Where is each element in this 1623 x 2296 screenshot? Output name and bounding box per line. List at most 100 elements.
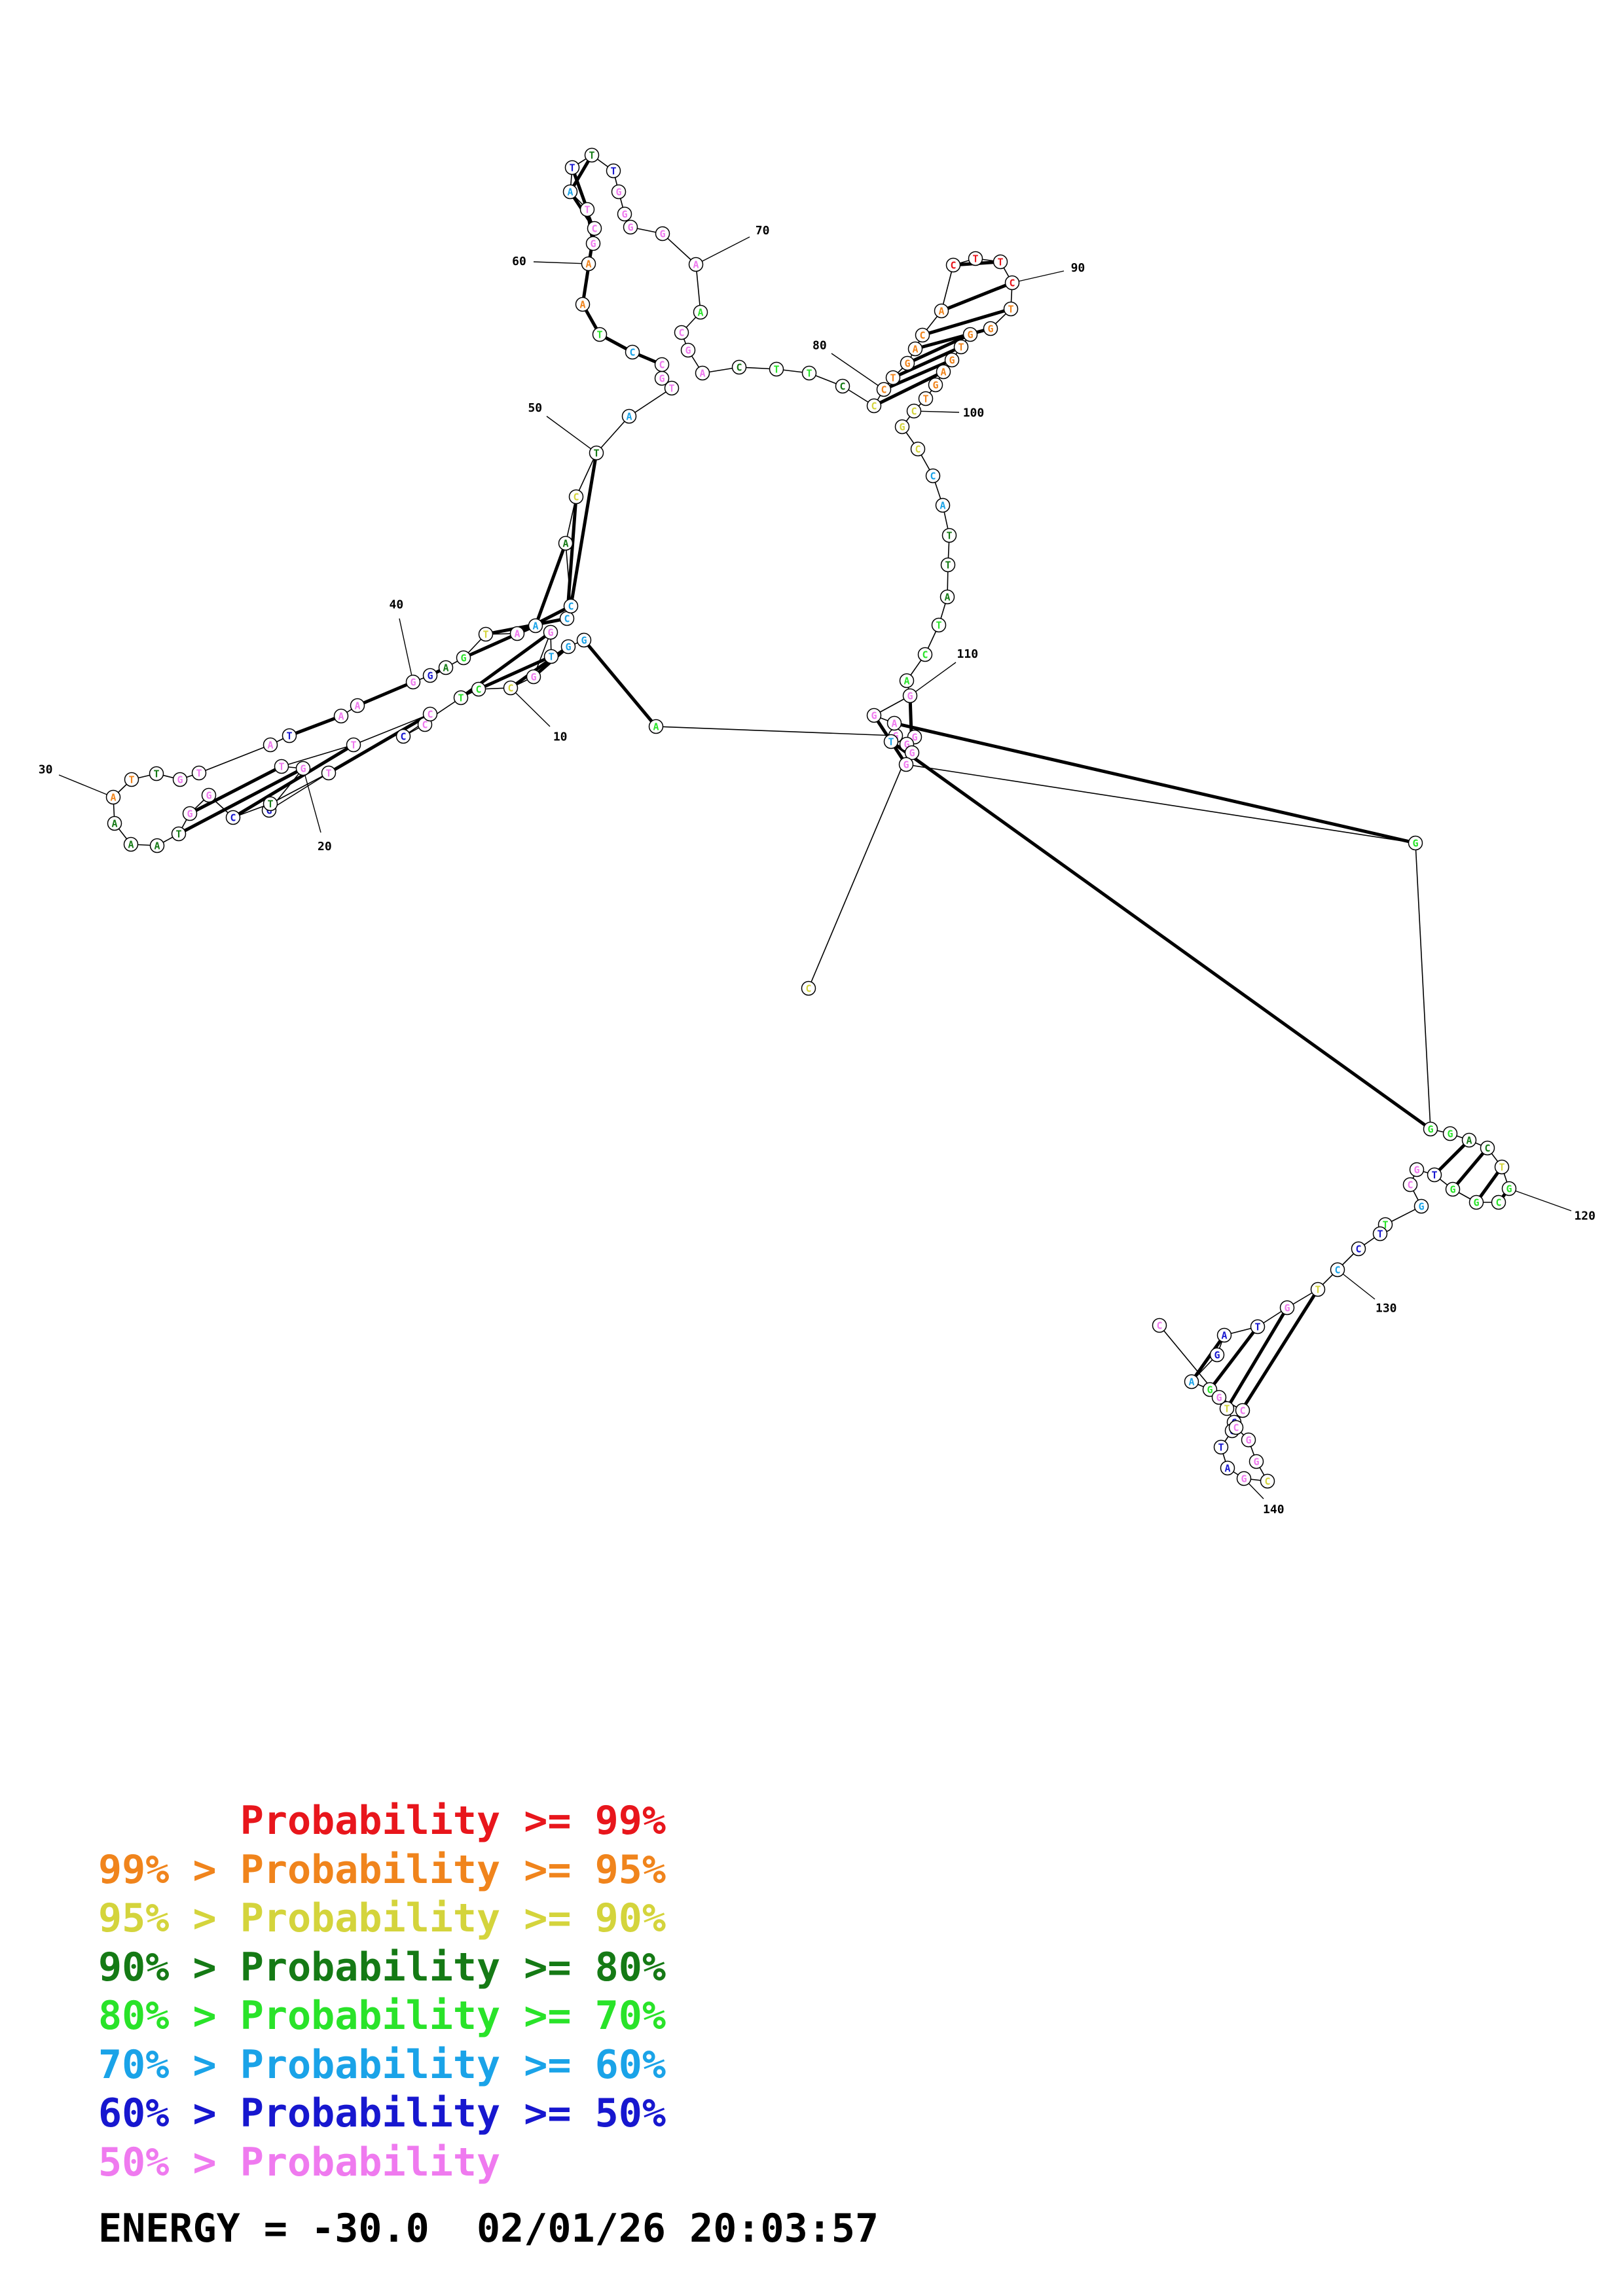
nucleotide-83: A (907, 341, 923, 357)
nucleotide-base: G (581, 635, 587, 647)
nucleotide-circle (936, 364, 951, 380)
backbone-segment (695, 264, 701, 313)
nucleotide-base: C (573, 492, 579, 503)
nucleotide-circle (1461, 1132, 1477, 1148)
nucleotide-base: A (1188, 1376, 1194, 1388)
nucleotide-78: C (835, 378, 850, 394)
nucleotide-57: A (575, 296, 591, 312)
nucleotide-base: G (685, 345, 691, 357)
nucleotide-base: T (596, 329, 602, 341)
nucleotide-circle (688, 257, 704, 272)
nucleotide-base: C (507, 683, 513, 694)
nucleotide-base: C (678, 327, 684, 339)
nucleotide-152: C (1152, 1318, 1167, 1333)
base-pair-bond (890, 740, 1432, 1131)
nucleotide-35: A (263, 737, 278, 753)
nucleotide-base: G (1214, 1350, 1220, 1361)
nucleotide-49: C (568, 489, 584, 505)
nucleotide-circle (585, 236, 601, 251)
base-pair-bond (892, 345, 962, 380)
nucleotide-base: G (659, 228, 665, 240)
backbone-segment (941, 264, 954, 312)
base-pair-bond (1225, 1306, 1289, 1410)
nucleotide-circle (1216, 1327, 1232, 1343)
nucleotide-74: A (695, 365, 710, 381)
nucleotide-base: C (1407, 1179, 1413, 1191)
nucleotide-circle (171, 826, 187, 842)
nucleotide-base: C (1156, 1320, 1162, 1332)
nucleotide-base: G (1450, 1184, 1455, 1196)
nucleotide-circle (664, 380, 680, 396)
nucleotide-circle (124, 772, 139, 787)
nucleotide-12: C (471, 681, 486, 697)
nucleotide-137: G (1209, 1347, 1225, 1363)
nucleotide-63: T (564, 160, 580, 175)
legend-row-p70: 80% > Probability >= 70% (98, 1993, 666, 2039)
nucleotide-base: C (805, 983, 811, 995)
nucleotide-101: C (925, 468, 941, 484)
nucleotide-85: A (934, 303, 949, 319)
base-pair-bond (906, 332, 972, 365)
nucleotide-base: G (206, 790, 211, 802)
nucleotide-140: T (1219, 1401, 1235, 1416)
nucleotide-circle (655, 226, 670, 242)
index-label-40: 40 (390, 598, 404, 611)
nucleotide-138: A (1184, 1374, 1199, 1390)
nucleotide-73: G (680, 342, 696, 358)
base-pair-bond (1451, 1147, 1489, 1191)
nucleotide-base: T (458, 692, 464, 704)
nucleotide-127: C (1402, 1177, 1418, 1193)
nucleotide-base: G (899, 422, 905, 433)
nucleotide-67: G (617, 206, 632, 222)
nucleotide-31: T (124, 772, 139, 787)
nucleotide-base: A (693, 259, 699, 271)
nucleotide-base: C (230, 812, 236, 824)
nucleotide-circle (172, 772, 188, 787)
nucleotide-circle (931, 617, 947, 633)
nucleotide-28: A (123, 836, 139, 852)
nucleotide-circle (576, 632, 592, 648)
nucleotide-base: G (300, 763, 306, 775)
nucleotide-13: T (453, 690, 469, 706)
nucleotide-circle (350, 698, 365, 713)
nucleotide-base: G (871, 710, 877, 722)
nucleotide-118: A (1461, 1132, 1477, 1148)
nucleotide-39: G (405, 674, 421, 690)
nucleotide-base: A (354, 700, 360, 712)
nucleotide-circle (962, 327, 978, 342)
energy-footer: ENERGY = -30.0 02/01/26 20:03:57 (98, 2206, 879, 2251)
nucleotide-base: G (932, 380, 938, 391)
nucleotide-72: C (674, 325, 689, 340)
nucleotide-47: C (563, 598, 579, 614)
nucleotide-23: C (225, 810, 241, 825)
nucleotide-base: G (904, 358, 910, 370)
nucleotide-base: G (1207, 1384, 1213, 1396)
nucleotide-50: T (589, 445, 604, 461)
nucleotide-base: T (1315, 1284, 1321, 1296)
nucleotide-base: A (697, 307, 703, 319)
nucleotide-base: C (736, 362, 742, 374)
nucleotide-56: T (592, 327, 608, 342)
nucleotide-9: G (543, 624, 558, 640)
nucleotide-base: C (1009, 278, 1015, 289)
nucleotide-circle (568, 489, 584, 505)
nucleotide-116: G (1423, 1121, 1438, 1137)
nucleotide-circle (801, 980, 816, 996)
nucleotide-132: C (1330, 1262, 1345, 1278)
index-tick-50 (546, 416, 597, 454)
nucleotide-66: G (611, 184, 627, 200)
nucleotide-59: G (585, 236, 601, 251)
nucleotide-circle (1209, 1347, 1225, 1363)
base-pair-bond (509, 645, 570, 690)
nucleotide-base: T (589, 150, 594, 162)
nucleotide-circle (1250, 1319, 1266, 1335)
nucleotide-circle (1372, 1226, 1388, 1242)
nucleotide-36: T (282, 728, 297, 744)
nucleotide-circle (894, 419, 910, 435)
nucleotide-circle (274, 759, 289, 774)
base-pair-bond (941, 281, 1013, 313)
nucleotide-base: A (562, 538, 568, 550)
base-pair-bond (1190, 1334, 1226, 1383)
nucleotide-circle (503, 680, 519, 696)
nucleotide-circle (886, 715, 902, 731)
